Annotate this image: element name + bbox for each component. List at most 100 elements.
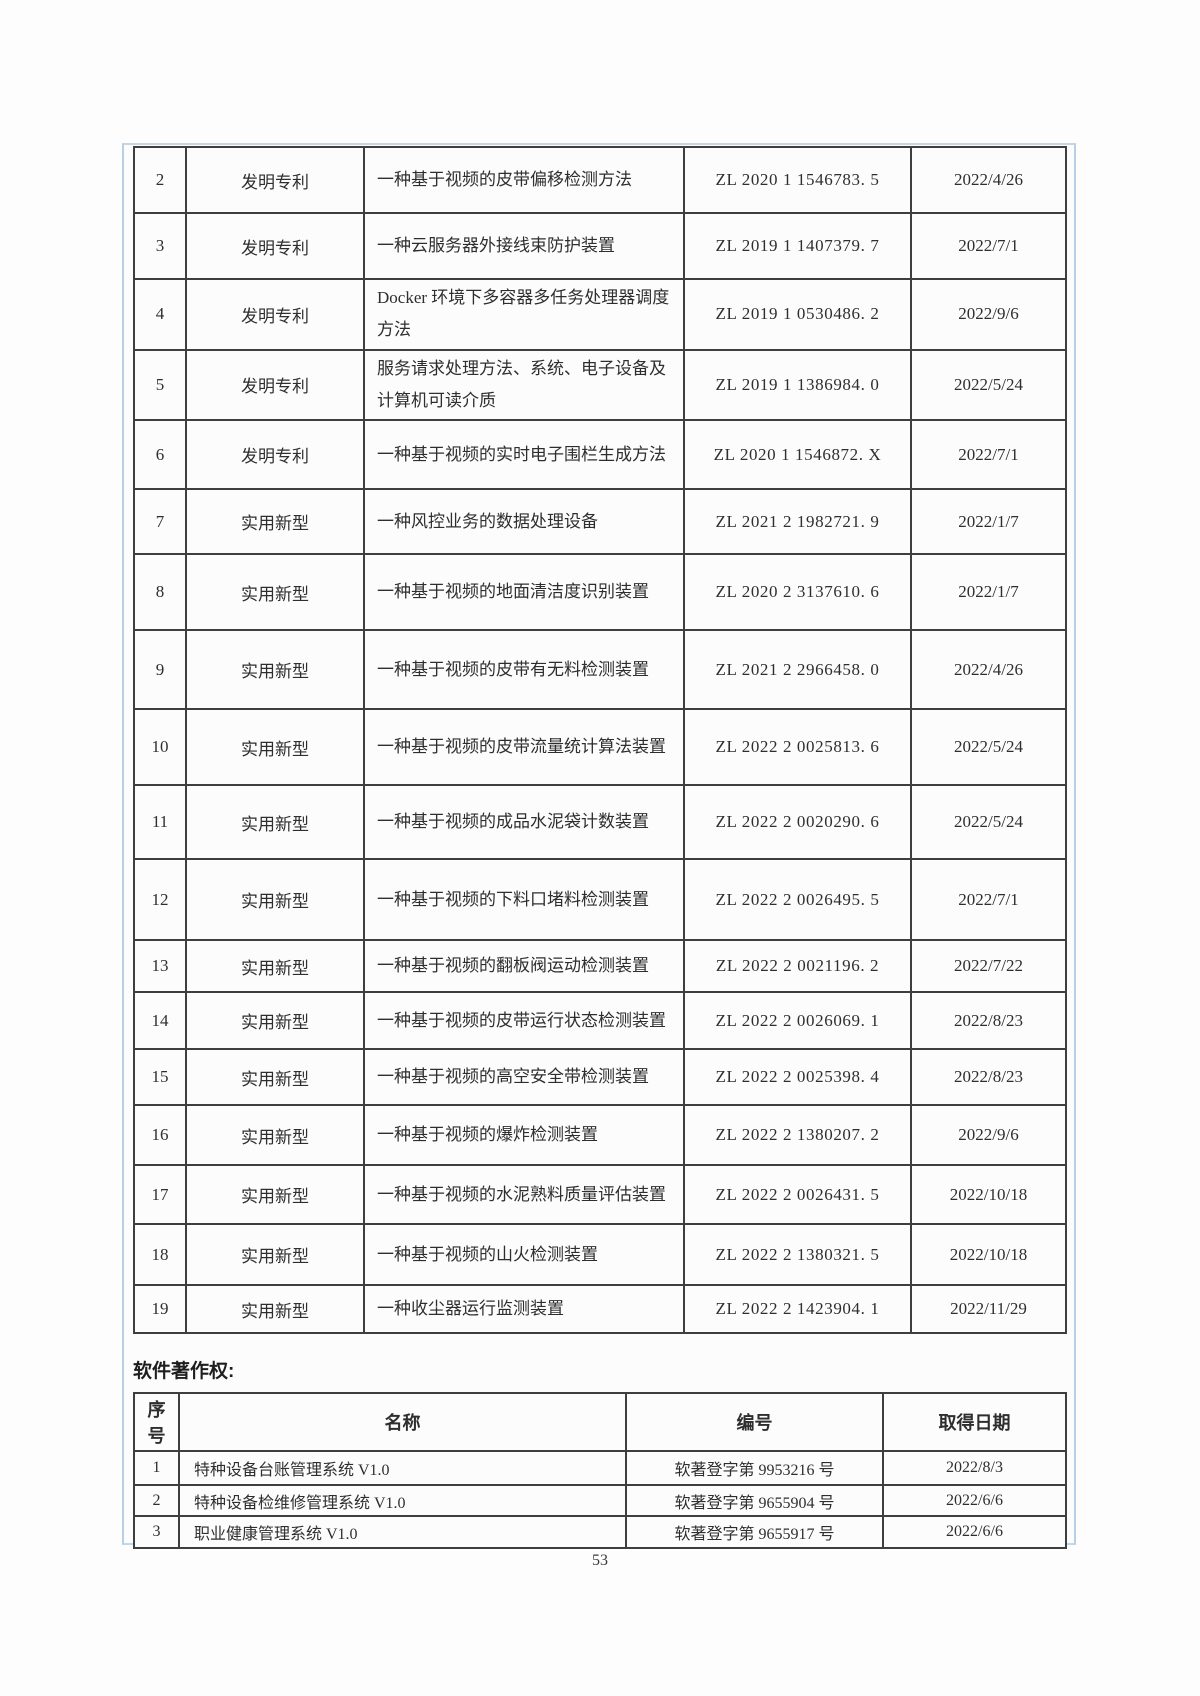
patent-cell-type: 实用新型	[185, 1284, 365, 1335]
patent-cell-no: 9	[133, 629, 187, 711]
patent-cell-title: 一种基于视频的成品水泥袋计数装置	[363, 784, 685, 861]
patent-cell-no: 18	[133, 1223, 187, 1287]
patent-cell-date: 2022/7/1	[910, 419, 1067, 491]
patent-cell-no: 12	[133, 858, 187, 942]
patent-table-row: 12 实用新型 一种基于视频的下料口堵料检测装置 ZL 2022 2 0026495.…	[133, 858, 1067, 942]
patent-cell-date: 2022/1/7	[910, 553, 1067, 632]
software-header-date: 取得日期	[882, 1392, 1067, 1452]
patent-cell-date: 2022/4/26	[910, 146, 1067, 214]
patent-cell-title: 一种基于视频的地面清洁度识别装置	[363, 553, 685, 632]
patent-cell-no: 15	[133, 1048, 187, 1107]
patent-table-row: 13 实用新型 一种基于视频的翻板阀运动检测装置 ZL 2022 2 0021196.…	[133, 939, 1067, 994]
patent-cell-title: 一种基于视频的皮带偏移检测方法	[363, 146, 685, 214]
patent-cell-date: 2022/5/24	[910, 708, 1067, 787]
software-cell-no: 1	[133, 1450, 180, 1486]
software-cell-name: 特种设备检维修管理系统 V1.0	[178, 1484, 627, 1517]
software-cell-date: 2022/6/6	[882, 1515, 1067, 1549]
patent-cell-date: 2022/4/26	[910, 629, 1067, 711]
software-cell-name: 特种设备台账管理系统 V1.0	[178, 1450, 627, 1486]
page-number: 53	[592, 1552, 608, 1569]
patent-cell-code: ZL 2019 1 0530486. 2	[683, 278, 912, 351]
patent-cell-title: 一种基于视频的高空安全带检测装置	[363, 1048, 685, 1107]
patent-cell-type: 实用新型	[185, 1223, 365, 1287]
patent-cell-code: ZL 2022 2 0026495. 5	[683, 858, 912, 942]
patent-cell-date: 2022/7/1	[910, 858, 1067, 942]
patent-cell-date: 2022/8/23	[910, 1048, 1067, 1107]
patent-cell-code: ZL 2022 2 1423904. 1	[683, 1284, 912, 1335]
patent-cell-no: 6	[133, 419, 187, 491]
patent-table-row: 15 实用新型 一种基于视频的高空安全带检测装置 ZL 2022 2 0025398.…	[133, 1048, 1067, 1107]
patent-table-row: 4 发明专利 Docker 环境下多容器多任务处理器调度方法 ZL 2019 1 05…	[133, 278, 1067, 351]
patent-cell-code: ZL 2022 2 0026069. 1	[683, 991, 912, 1051]
software-cell-date: 2022/8/3	[882, 1450, 1067, 1486]
software-table-row: 3 职业健康管理系统 V1.0 软著登字第 9655917 号 2022/6/6	[133, 1515, 1067, 1549]
patent-table-row: 7 实用新型 一种风控业务的数据处理设备 ZL 2021 2 1982721. 9 20…	[133, 488, 1067, 556]
patent-cell-title: 服务请求处理方法、系统、电子设备及计算机可读介质	[363, 348, 685, 422]
patent-cell-no: 7	[133, 488, 187, 556]
patent-cell-type: 实用新型	[185, 629, 365, 711]
patent-cell-type: 实用新型	[185, 939, 365, 994]
software-table-row: 2 特种设备检维修管理系统 V1.0 软著登字第 9655904 号 2022/6/6	[133, 1484, 1067, 1517]
software-cell-code: 软著登字第 9953216 号	[625, 1450, 884, 1486]
patent-cell-type: 发明专利	[185, 212, 365, 280]
patent-cell-title: 一种基于视频的水泥熟料质量评估装置	[363, 1164, 685, 1226]
patent-cell-code: ZL 2020 1 1546783. 5	[683, 146, 912, 214]
patent-cell-no: 8	[133, 553, 187, 632]
software-cell-name: 职业健康管理系统 V1.0	[178, 1515, 627, 1549]
patent-cell-type: 实用新型	[185, 1104, 365, 1167]
patent-cell-type: 发明专利	[185, 146, 365, 214]
patent-table-row: 9 实用新型 一种基于视频的皮带有无料检测装置 ZL 2021 2 2966458. …	[133, 629, 1067, 711]
software-header-code: 编号	[625, 1392, 884, 1452]
patent-cell-date: 2022/9/6	[910, 1104, 1067, 1167]
patent-cell-title: 一种云服务器外接线束防护装置	[363, 212, 685, 280]
patent-cell-title: 一种基于视频的下料口堵料检测装置	[363, 858, 685, 942]
patent-table: 2 发明专利 一种基于视频的皮带偏移检测方法 ZL 2020 1 1546783. 5…	[133, 146, 1067, 1335]
patent-cell-code: ZL 2022 2 0026431. 5	[683, 1164, 912, 1226]
patent-cell-date: 2022/8/23	[910, 991, 1067, 1051]
patent-cell-title: 一种收尘器运行监测装置	[363, 1284, 685, 1335]
software-cell-date: 2022/6/6	[882, 1484, 1067, 1517]
patent-cell-date: 2022/7/1	[910, 212, 1067, 280]
patent-table-row: 6 发明专利 一种基于视频的实时电子围栏生成方法 ZL 2020 1 1546872.…	[133, 419, 1067, 491]
patent-cell-no: 3	[133, 212, 187, 280]
patent-cell-code: ZL 2021 2 2966458. 0	[683, 629, 912, 711]
patent-cell-type: 实用新型	[185, 1164, 365, 1226]
patent-cell-type: 发明专利	[185, 348, 365, 422]
patent-cell-title: 一种基于视频的山火检测装置	[363, 1223, 685, 1287]
patent-cell-no: 10	[133, 708, 187, 787]
patent-cell-date: 2022/7/22	[910, 939, 1067, 994]
software-header-no: 序号	[133, 1392, 180, 1452]
software-cell-no: 3	[133, 1515, 180, 1549]
patent-cell-date: 2022/10/18	[910, 1164, 1067, 1226]
patent-cell-code: ZL 2020 2 3137610. 6	[683, 553, 912, 632]
patent-cell-no: 11	[133, 784, 187, 861]
patent-cell-no: 13	[133, 939, 187, 994]
software-cell-code: 软著登字第 9655904 号	[625, 1484, 884, 1517]
patent-cell-no: 14	[133, 991, 187, 1051]
patent-cell-type: 实用新型	[185, 708, 365, 787]
patent-cell-code: ZL 2022 2 1380207. 2	[683, 1104, 912, 1167]
patent-cell-date: 2022/11/29	[910, 1284, 1067, 1335]
patent-cell-title: 一种基于视频的皮带有无料检测装置	[363, 629, 685, 711]
software-copyright-table: 序号 名称 编号 取得日期 1 特种设备台账管理系统 V1.0 软著登字第 9953…	[133, 1392, 1067, 1549]
patent-cell-type: 实用新型	[185, 858, 365, 942]
patent-cell-title: 一种基于视频的皮带运行状态检测装置	[363, 991, 685, 1051]
patent-table-row: 14 实用新型 一种基于视频的皮带运行状态检测装置 ZL 2022 2 0026069…	[133, 991, 1067, 1051]
patent-cell-no: 16	[133, 1104, 187, 1167]
patent-cell-type: 实用新型	[185, 784, 365, 861]
patent-cell-code: ZL 2022 2 1380321. 5	[683, 1223, 912, 1287]
patent-table-row: 2 发明专利 一种基于视频的皮带偏移检测方法 ZL 2020 1 1546783. 5…	[133, 146, 1067, 214]
software-table-row: 1 特种设备台账管理系统 V1.0 软著登字第 9953216 号 2022/8/3	[133, 1450, 1067, 1486]
patent-cell-title: 一种基于视频的爆炸检测装置	[363, 1104, 685, 1167]
patent-cell-code: ZL 2022 2 0025813. 6	[683, 708, 912, 787]
patent-cell-title: Docker 环境下多容器多任务处理器调度方法	[363, 278, 685, 351]
patent-cell-type: 实用新型	[185, 488, 365, 556]
patent-cell-type: 实用新型	[185, 553, 365, 632]
software-cell-no: 2	[133, 1484, 180, 1517]
patent-cell-title: 一种基于视频的实时电子围栏生成方法	[363, 419, 685, 491]
patent-cell-date: 2022/10/18	[910, 1223, 1067, 1287]
software-table-header-row: 序号 名称 编号 取得日期	[133, 1392, 1067, 1452]
software-cell-code: 软著登字第 9655917 号	[625, 1515, 884, 1549]
